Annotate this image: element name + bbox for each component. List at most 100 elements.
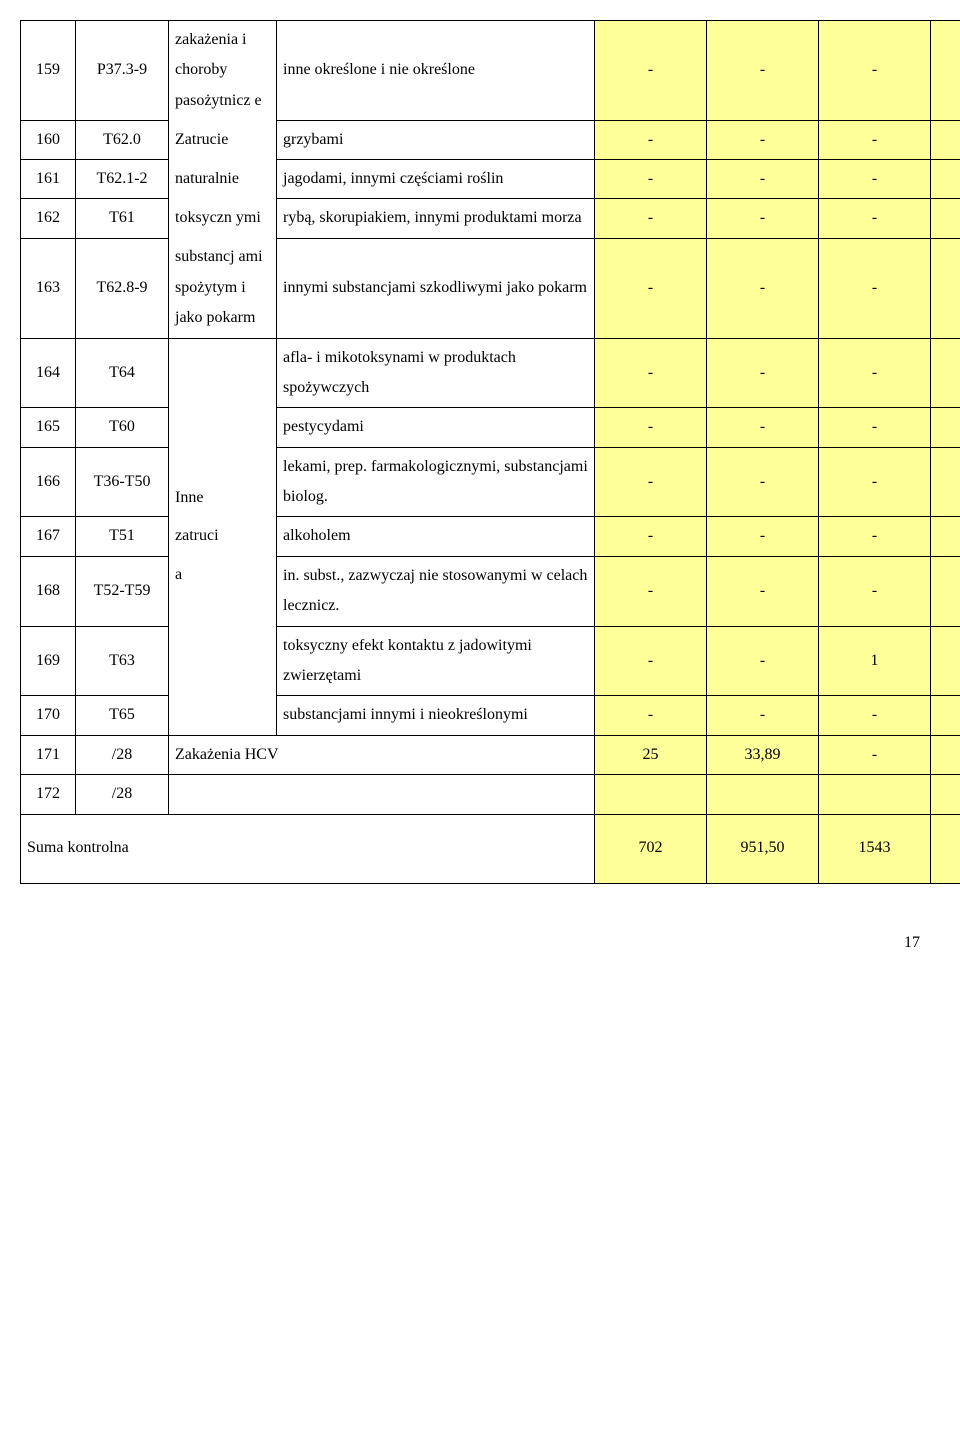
cell-v2: - <box>707 21 819 121</box>
cell-v3: - <box>819 517 931 556</box>
cell-v2: - <box>707 160 819 199</box>
cell-v2: - <box>707 120 819 159</box>
cell-v3: - <box>819 199 931 238</box>
cell-cat <box>169 338 277 408</box>
cell-idx: 167 <box>21 517 76 556</box>
cell-v2: - <box>707 447 819 517</box>
cell-code: T36-T50 <box>76 447 169 517</box>
cell-v2: - <box>707 517 819 556</box>
sum-v4: 2091,41 <box>931 814 960 883</box>
cell-code: T65 <box>76 696 169 735</box>
cell-cat: Zatrucie <box>169 120 277 159</box>
cell-v1: - <box>595 21 707 121</box>
cell-v1: - <box>595 408 707 447</box>
cell-v4: - <box>931 160 960 199</box>
cell-idx: 161 <box>21 160 76 199</box>
cell-desc-wide: Zakażenia HCV <box>169 735 595 774</box>
cell-v2: - <box>707 556 819 626</box>
cell-desc: substancjami innymi i nieokreślonymi <box>277 696 595 735</box>
table-row: 165 T60 pestycydami - - - - <box>21 408 960 447</box>
cell-cat: naturalnie <box>169 160 277 199</box>
table-row: 166 T36-T50 Inne lekami, prep. farmakolo… <box>21 447 960 517</box>
sum-label: Suma kontrolna <box>21 814 595 883</box>
cell-desc: innymi substancjami szkodliwymi jako pok… <box>277 238 595 338</box>
cell-cat: a <box>169 556 277 626</box>
cell-code: T61 <box>76 199 169 238</box>
table-row: 162 T61 toksyczn ymi rybą, skorupiakiem,… <box>21 199 960 238</box>
table-row: 159 P37.3-9 zakażenia i choroby pasożytn… <box>21 21 960 121</box>
cell-v4: - <box>931 517 960 556</box>
cell-v4: - <box>931 338 960 408</box>
cell-idx: 162 <box>21 199 76 238</box>
table-row: 167 T51 zatruci alkoholem - - - - <box>21 517 960 556</box>
cell-code: T60 <box>76 408 169 447</box>
cell-cat: substancj ami spożytym i jako pokarm <box>169 238 277 338</box>
sum-v2: 951,50 <box>707 814 819 883</box>
cell-code: /28 <box>76 775 169 814</box>
cell-idx: 170 <box>21 696 76 735</box>
cell-v1: - <box>595 517 707 556</box>
cell-v2 <box>707 775 819 814</box>
cell-code: P37.3-9 <box>76 21 169 121</box>
cell-idx: 172 <box>21 775 76 814</box>
table-row: 172 /28 <box>21 775 960 814</box>
cell-v4: - <box>931 199 960 238</box>
cell-v4 <box>931 775 960 814</box>
cell-idx: 160 <box>21 120 76 159</box>
cell-cat: zatruci <box>169 517 277 556</box>
cell-idx: 171 <box>21 735 76 774</box>
cell-v3: - <box>819 447 931 517</box>
cell-desc: inne określone i nie określone <box>277 21 595 121</box>
table-row: 164 T64 afla- i mikotoksynami w produkta… <box>21 338 960 408</box>
cell-v4: - <box>931 735 960 774</box>
cell-v4: - <box>931 21 960 121</box>
cell-v2: - <box>707 696 819 735</box>
cell-v2: - <box>707 408 819 447</box>
cell-desc: rybą, skorupiakiem, innymi produktami mo… <box>277 199 595 238</box>
cell-cat <box>169 696 277 735</box>
cell-v1: - <box>595 120 707 159</box>
cell-v4: - <box>931 120 960 159</box>
cell-v1: - <box>595 626 707 696</box>
cell-v3: - <box>819 120 931 159</box>
cell-desc: pestycydami <box>277 408 595 447</box>
cell-v3: - <box>819 160 931 199</box>
cell-code: T62.1-2 <box>76 160 169 199</box>
cell-code: T62.0 <box>76 120 169 159</box>
cell-code: T51 <box>76 517 169 556</box>
cell-desc: afla- i mikotoksynami w produktach spoży… <box>277 338 595 408</box>
cell-idx: 159 <box>21 21 76 121</box>
cell-v1: - <box>595 238 707 338</box>
cell-v3: - <box>819 338 931 408</box>
cell-v2: - <box>707 238 819 338</box>
cell-idx: 168 <box>21 556 76 626</box>
cell-cat <box>169 408 277 447</box>
cell-desc: lekami, prep. farmakologicznymi, substan… <box>277 447 595 517</box>
cell-code: T63 <box>76 626 169 696</box>
cell-v1: - <box>595 160 707 199</box>
cell-idx: 165 <box>21 408 76 447</box>
cell-v3: - <box>819 735 931 774</box>
cell-code: T52-T59 <box>76 556 169 626</box>
cell-idx: 164 <box>21 338 76 408</box>
cell-code: /28 <box>76 735 169 774</box>
cell-desc: toksyczny efekt kontaktu z jadowitymi zw… <box>277 626 595 696</box>
cell-v1: - <box>595 199 707 238</box>
cell-v3: - <box>819 238 931 338</box>
cell-desc: grzybami <box>277 120 595 159</box>
page-number: 17 <box>20 934 940 952</box>
cell-v1: - <box>595 447 707 517</box>
table-row: 170 T65 substancjami innymi i nieokreślo… <box>21 696 960 735</box>
sum-row: Suma kontrolna 702 951,50 1543 2091,41 <box>21 814 960 883</box>
cell-v3: - <box>819 696 931 735</box>
table-row: 169 T63 toksyczny efekt kontaktu z jadow… <box>21 626 960 696</box>
table-row: 161 T62.1-2 naturalnie jagodami, innymi … <box>21 160 960 199</box>
cell-v4: - <box>931 408 960 447</box>
cell-cat <box>169 626 277 696</box>
cell-idx: 169 <box>21 626 76 696</box>
cell-v1: 25 <box>595 735 707 774</box>
sum-v1: 702 <box>595 814 707 883</box>
cell-desc-wide <box>169 775 595 814</box>
cell-v4: - <box>931 696 960 735</box>
cell-idx: 163 <box>21 238 76 338</box>
